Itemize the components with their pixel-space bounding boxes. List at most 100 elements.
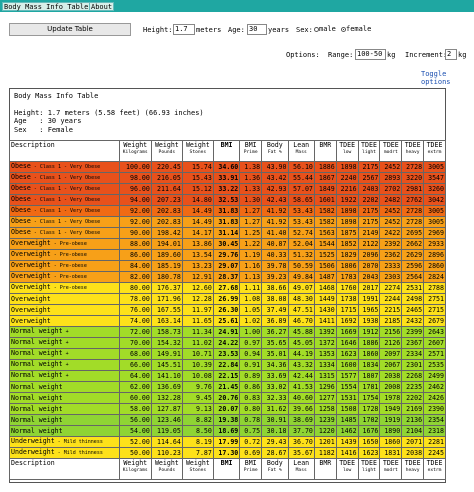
increment-input[interactable]: 2: [445, 49, 457, 60]
range-input[interactable]: 100-50: [355, 49, 386, 60]
cell-7: 49.07: [287, 282, 315, 294]
cell-12: 2202: [401, 392, 425, 404]
cell-5: 1.13: [239, 271, 263, 283]
cell-6: 39.23: [261, 271, 289, 283]
cell-4: 21.45: [212, 381, 241, 393]
header-sub-text: light: [362, 150, 376, 155]
cell-7: 47.51: [287, 304, 315, 316]
row-description: Normal weight +: [9, 370, 120, 382]
cell-10: 2403: [357, 183, 381, 195]
cell-12: 2367: [401, 337, 425, 349]
options-label: Options:: [286, 51, 320, 59]
header-main-text: Weight: [185, 141, 210, 149]
cell-10: 1834: [357, 359, 381, 371]
description-note: - Mild thinness: [54, 450, 103, 456]
table-row: Normal weight 62.00 136.69 9.76 21.45 0.86 33.…: [9, 381, 446, 393]
table-body: Obese - Class 1 - Very Obese 100.00 220.45…: [9, 161, 446, 459]
cell-1: 60.00: [118, 392, 152, 404]
cell-5: 0.83: [239, 392, 263, 404]
row-description: Overweight - Pre-obese: [9, 271, 120, 283]
update-table-button[interactable]: Update Table: [9, 23, 131, 36]
cell-7: 40.60: [287, 392, 315, 404]
footer-col-9: TDEE low: [335, 458, 359, 480]
cell-13: 2715: [423, 304, 446, 316]
tab-about[interactable]: About: [89, 2, 115, 11]
cell-12: 2071: [401, 436, 425, 448]
cell-8: 1582: [313, 205, 337, 217]
cell-1: 80.00: [118, 282, 152, 294]
cell-12: 2301: [401, 359, 425, 371]
cell-6: 41.92: [261, 205, 289, 217]
sex-label: Sex:: [296, 26, 313, 34]
header-main-text: BMI: [220, 141, 233, 149]
cell-10: 1860: [357, 348, 381, 360]
cell-10: 1728: [357, 403, 381, 415]
footer-col-6: Body Fat %: [261, 458, 289, 480]
header-main-text: BMR: [319, 459, 332, 467]
cell-10: 2122: [357, 238, 381, 250]
description-text: Normal weight: [11, 327, 63, 335]
cell-2: 220.45: [150, 161, 183, 173]
description-text: Obese: [11, 162, 31, 170]
header-main-text: Lean: [293, 459, 310, 467]
cell-10: 1965: [357, 304, 381, 316]
row-description: Overweight - Pre-obese: [9, 282, 120, 294]
cell-8: 1239: [313, 414, 337, 426]
cell-9: 1554: [335, 381, 359, 393]
cell-5: 1.16: [239, 260, 263, 272]
header-sub-text: Kilograms: [122, 468, 148, 473]
header-main-text: TDEE: [361, 141, 377, 149]
table-row: Underweight - Mild thinness 50.00 110.23 7.…: [9, 447, 446, 459]
cell-7: 35.67: [287, 447, 315, 459]
cell-9: 1875: [335, 227, 359, 239]
cell-9: 2216: [335, 183, 359, 195]
cell-2: 154.32: [150, 337, 183, 349]
row-description: Normal weight +: [9, 337, 120, 349]
height-input[interactable]: 1.7: [173, 24, 195, 35]
cell-11: 2893: [379, 172, 403, 184]
cell-7: 37.70: [287, 425, 315, 437]
header-main-text: Body: [266, 459, 283, 467]
sex-female-option[interactable]: female: [341, 25, 371, 33]
cell-11: 1919: [379, 414, 403, 426]
age-input[interactable]: 30: [247, 24, 267, 35]
description-note: - Class 1 - Very Obese: [30, 230, 101, 236]
cell-11: 1949: [379, 403, 403, 415]
cell-11: 1890: [379, 425, 403, 437]
female-radio[interactable]: [341, 26, 346, 32]
toggle-options-link[interactable]: Toggle options: [421, 70, 451, 86]
info-title: Body Mass Info Table: [14, 92, 99, 100]
table-row: Overweight - Pre-obese 80.00 176.37 12.60 27…: [9, 282, 446, 294]
cell-13: 2281: [423, 436, 446, 448]
cell-6: 38.66: [261, 282, 289, 294]
cell-1: 74.00: [118, 315, 152, 327]
table-row: Normal weight +64.00 141.10 10.08 22.15 0.89…: [9, 370, 446, 382]
male-radio[interactable]: [314, 26, 319, 32]
header-col-8: BMR: [313, 140, 337, 162]
description-note: +: [62, 340, 69, 346]
header-sub-text: Prime: [243, 150, 258, 155]
cell-1: 100.00: [118, 161, 152, 173]
cell-2: 145.51: [150, 359, 183, 371]
cell-7: 53.43: [287, 216, 315, 228]
tab-body-mass-info-table[interactable]: Body Mass Info Table: [2, 2, 91, 11]
header-col-6: Body Fat %: [261, 140, 289, 162]
header-main-text: TDEE: [382, 141, 399, 149]
footer-col-0: Description: [9, 458, 120, 480]
cell-12: 2235: [401, 381, 425, 393]
cell-2: 110.23: [150, 447, 183, 459]
cell-11: 2156: [379, 326, 403, 338]
cell-9: 1922: [335, 194, 359, 206]
table-row: Normal weight 60.00 132.28 9.45 20.76 0.83 32.…: [9, 392, 446, 404]
description-text: Normal weight: [11, 360, 63, 368]
cell-9: 1852: [335, 238, 359, 250]
cell-3: 14.49: [181, 205, 214, 217]
cell-10: 1702: [357, 414, 381, 426]
header-col-10: TDEE light: [357, 140, 381, 162]
cell-8: 1258: [313, 403, 337, 415]
cell-10: 1886: [357, 337, 381, 349]
table-row: Overweight - Pre-obese 86.00 189.60 13.54 29…: [9, 249, 446, 261]
sex-male-option[interactable]: male: [314, 25, 336, 33]
description-note: - Class 1 - Very Obese: [30, 208, 101, 214]
cell-13: 2824: [423, 271, 446, 283]
